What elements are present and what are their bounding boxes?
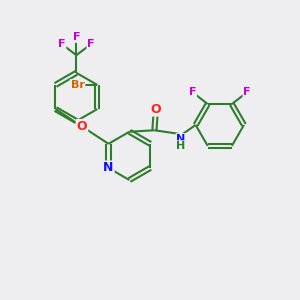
Text: F: F — [189, 87, 196, 97]
Text: O: O — [151, 103, 161, 116]
Text: O: O — [77, 120, 87, 133]
Text: F: F — [73, 32, 80, 42]
Text: F: F — [58, 39, 65, 49]
Text: H: H — [176, 141, 185, 151]
Text: F: F — [243, 87, 251, 97]
Text: Br: Br — [70, 80, 85, 90]
Text: N: N — [103, 161, 114, 175]
Text: F: F — [87, 39, 95, 49]
Text: N: N — [176, 134, 185, 144]
